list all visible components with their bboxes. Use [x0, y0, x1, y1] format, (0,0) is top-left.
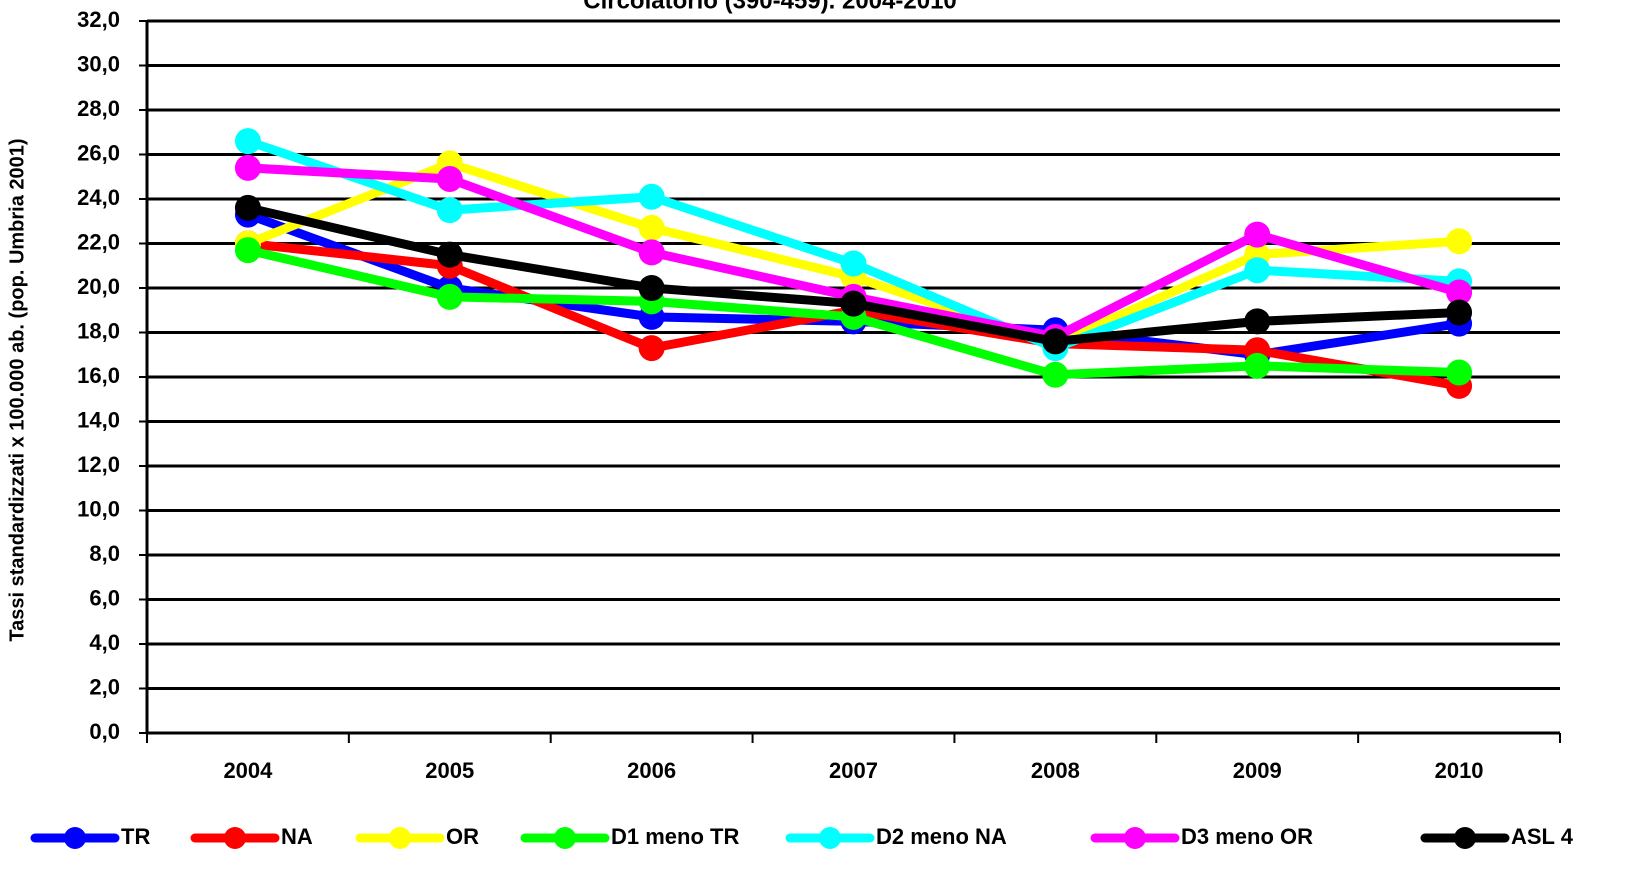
legend-label: D2 meno NA: [876, 824, 1007, 849]
y-tick-label: 24,0: [77, 185, 120, 210]
y-tick-label: 2,0: [89, 674, 120, 699]
point: [1244, 352, 1271, 379]
legend-label: D3 meno OR: [1181, 824, 1313, 849]
point: [436, 283, 463, 310]
point: [436, 197, 463, 224]
y-tick-label: 16,0: [77, 363, 120, 388]
point: [234, 154, 261, 181]
point: [840, 290, 867, 317]
point: [840, 250, 867, 277]
y-tick-label: 32,0: [77, 7, 120, 32]
point: [1042, 361, 1069, 388]
point: [234, 237, 261, 264]
point: [638, 214, 665, 241]
y-axis-label: Tassi standardizzati x 100.000 ab. (pop.…: [6, 138, 28, 641]
legend-label: D1 meno TR: [611, 824, 739, 849]
point: [638, 335, 665, 362]
y-tick-label: 8,0: [89, 541, 120, 566]
y-tick-label: 20,0: [77, 274, 120, 299]
y-tick-label: 30,0: [77, 51, 120, 76]
point: [436, 165, 463, 192]
y-tick-label: 0,0: [89, 719, 120, 744]
legend-marker: [554, 827, 576, 849]
legend-label: ASL 4: [1511, 824, 1574, 849]
legend-label: TR: [121, 824, 150, 849]
x-tick-label: 2008: [1031, 758, 1080, 783]
point: [1446, 299, 1473, 326]
y-tick-label: 10,0: [77, 496, 120, 521]
x-tick-label: 2010: [1435, 758, 1484, 783]
y-tick-label: 12,0: [77, 452, 120, 477]
point: [638, 183, 665, 210]
legend-label: OR: [446, 824, 479, 849]
point: [1244, 221, 1271, 248]
y-tick-label: 28,0: [77, 96, 120, 121]
x-tick-label: 2005: [425, 758, 474, 783]
legend-marker: [389, 827, 411, 849]
legend-marker: [64, 827, 86, 849]
legend-marker: [819, 827, 841, 849]
point: [1446, 279, 1473, 306]
point: [1244, 308, 1271, 335]
x-tick-label: 2004: [223, 758, 273, 783]
x-tick-label: 2007: [829, 758, 878, 783]
y-tick-label: 18,0: [77, 318, 120, 343]
legend-marker: [1124, 827, 1146, 849]
chart-title: Circolatorio (390-459). 2004-2010: [583, 0, 957, 14]
x-tick-label: 2006: [627, 758, 676, 783]
legend-marker: [224, 827, 246, 849]
y-tick-label: 4,0: [89, 630, 120, 655]
point: [638, 275, 665, 301]
legend-label: NA: [281, 824, 313, 849]
point: [234, 128, 261, 155]
y-tick-label: 14,0: [77, 407, 120, 432]
y-tick-label: 22,0: [77, 229, 120, 254]
point: [1244, 257, 1271, 284]
point: [436, 241, 463, 268]
point: [1446, 359, 1473, 386]
y-tick-label: 26,0: [77, 140, 120, 165]
point: [1042, 328, 1069, 355]
y-tick-label: 6,0: [89, 585, 120, 610]
point: [1446, 228, 1473, 255]
point: [638, 239, 665, 266]
point: [234, 194, 261, 221]
legend-marker: [1454, 827, 1476, 849]
x-tick-label: 2009: [1233, 758, 1282, 783]
